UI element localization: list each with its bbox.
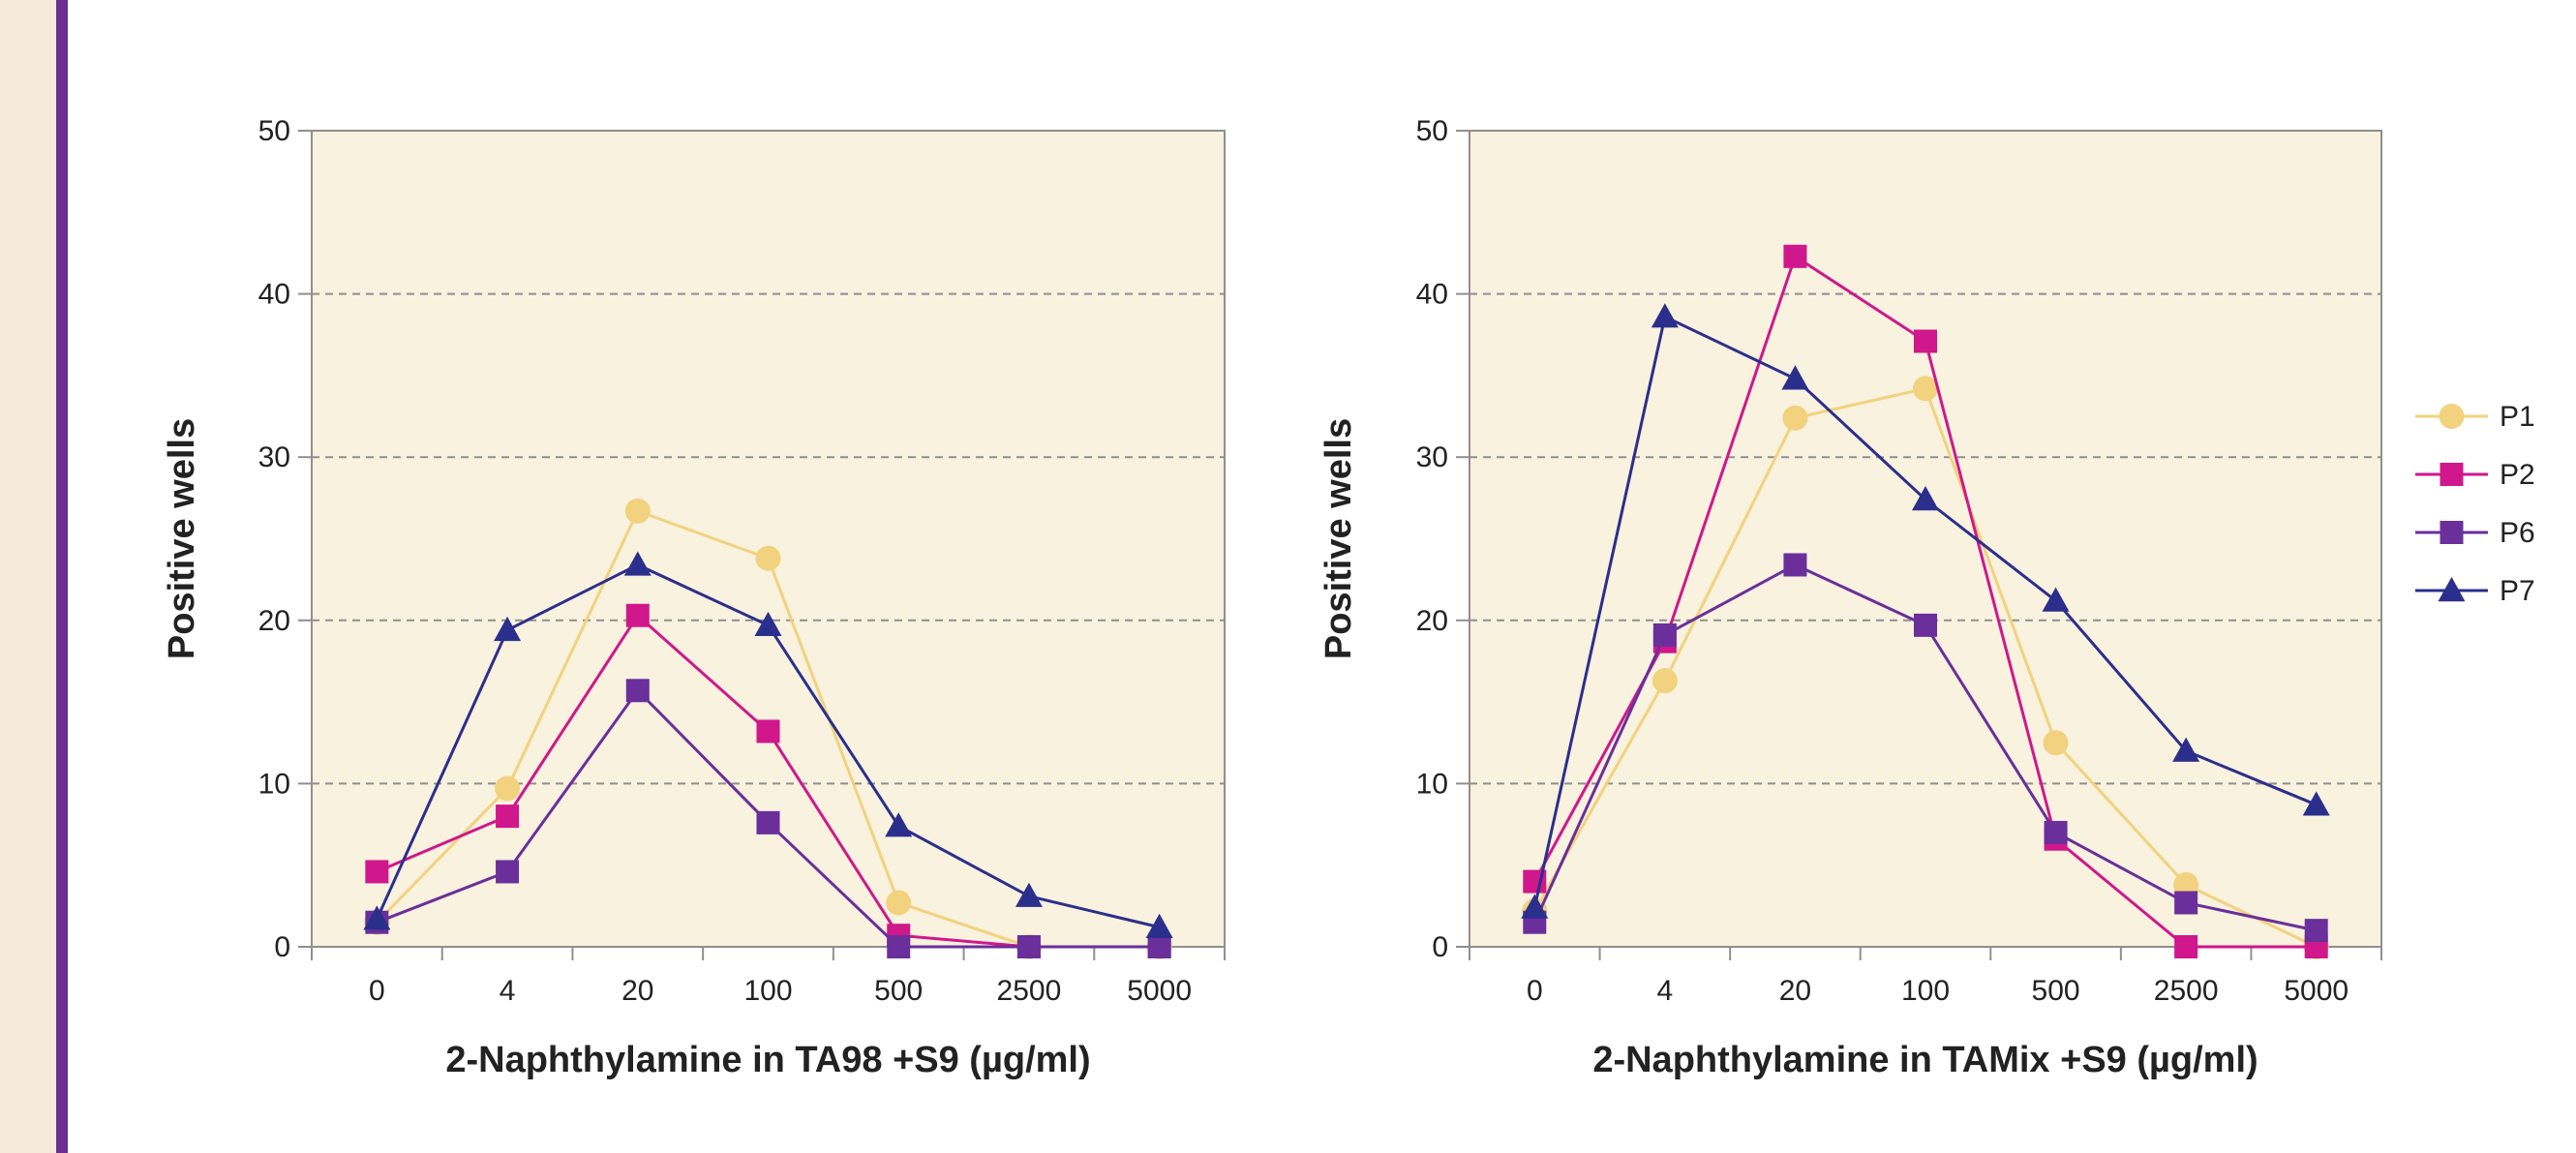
- x-tick-label: 5000: [1127, 975, 1192, 1007]
- data-point-p7: [1145, 913, 1173, 938]
- data-point-p7: [754, 611, 782, 637]
- data-point-p1: [624, 498, 651, 524]
- x-tick-label: 100: [743, 975, 792, 1007]
- data-point-p6: [756, 810, 780, 834]
- plot-area: [312, 131, 1225, 947]
- sidebar-panel: [0, 0, 56, 1153]
- legend-label: P7: [2500, 575, 2535, 607]
- data-point-p7: [494, 616, 522, 642]
- plot-frame: [311, 130, 1226, 948]
- data-point-p7: [1651, 303, 1679, 328]
- x-tick-label: 100: [1901, 975, 1950, 1007]
- data-point-p7: [885, 812, 913, 837]
- data-point-p2: [2174, 935, 2198, 958]
- data-point-p2: [365, 860, 389, 884]
- y-tick-label: 10: [1416, 768, 1448, 800]
- data-point-p6: [2174, 891, 2198, 915]
- x-axis-title: 2-Naphthylamine in TA98 +S9 (µg/ml): [445, 1040, 1090, 1080]
- y-axis-title: Positive wells: [1318, 418, 1359, 659]
- data-point-p2: [625, 603, 650, 627]
- data-point-p6: [496, 860, 520, 884]
- x-axis-title: 2-Naphthylamine in TAMix +S9 (µg/ml): [1592, 1040, 2258, 1080]
- data-point-p7: [363, 905, 391, 930]
- data-point-p1: [1913, 376, 1938, 402]
- data-point-p1: [886, 890, 912, 916]
- data-point-p1: [2173, 871, 2199, 897]
- series-p7: [1521, 303, 2330, 919]
- legend-label: P2: [2500, 459, 2535, 491]
- data-point-p1: [1652, 668, 1678, 694]
- data-point-p6: [2044, 820, 2068, 844]
- series-p7: [363, 551, 1173, 938]
- legend-item-p6: P6: [2415, 517, 2535, 549]
- series-p6: [365, 679, 1171, 958]
- data-point-p7: [2302, 791, 2330, 816]
- data-point-p1: [2043, 730, 2069, 756]
- data-point-p1: [495, 775, 521, 802]
- x-tick-label: 4: [500, 975, 516, 1007]
- y-tick-label: 0: [274, 931, 290, 963]
- data-point-p2: [756, 719, 780, 743]
- y-tick-label: 30: [258, 441, 290, 473]
- y-tick-label: 10: [258, 768, 290, 800]
- data-point-p6: [625, 679, 650, 703]
- data-point-p2: [1783, 244, 1807, 268]
- data-point-p7: [2042, 587, 2070, 612]
- x-tick-label: 500: [2032, 975, 2080, 1007]
- data-point-p1: [1782, 405, 1808, 431]
- y-tick-label: 20: [258, 605, 290, 637]
- legend-marker: [2440, 521, 2464, 544]
- legend-label: P1: [2500, 401, 2535, 433]
- y-tick-label: 20: [1416, 605, 1448, 637]
- legend: P1 P2 P6 P7: [2415, 401, 2535, 607]
- y-tick-label: 50: [1416, 115, 1448, 147]
- x-tick-label: 20: [621, 975, 653, 1007]
- data-point-p6: [887, 935, 911, 958]
- data-point-p7: [1781, 365, 1809, 390]
- y-tick-label: 40: [258, 279, 290, 311]
- data-point-p7: [2172, 737, 2200, 762]
- sidebar-accent-bar: [56, 0, 68, 1153]
- legend-marker: [2438, 577, 2466, 602]
- x-tick-label: 500: [874, 975, 923, 1007]
- legend-marker: [2440, 463, 2464, 486]
- plot-frame: [1469, 130, 2382, 948]
- y-tick-label: 40: [1416, 279, 1448, 311]
- x-tick-label: 5000: [2284, 975, 2349, 1007]
- legend-item-p2: P2: [2415, 459, 2535, 491]
- x-tick-label: 2500: [2154, 975, 2219, 1007]
- data-point-p7: [623, 551, 652, 576]
- x-tick-label: 0: [369, 975, 385, 1007]
- x-tick-label: 0: [1527, 975, 1543, 1007]
- data-point-p7: [1015, 882, 1043, 907]
- data-point-p7: [1521, 894, 1549, 919]
- y-tick-label: 30: [1416, 441, 1448, 473]
- legend-label: P6: [2500, 517, 2535, 549]
- data-point-p2: [1914, 329, 1937, 353]
- legend-marker: [2439, 404, 2465, 429]
- data-point-p1: [755, 545, 781, 571]
- x-tick-label: 20: [1779, 975, 1811, 1007]
- x-tick-label: 4: [1657, 975, 1674, 1007]
- legend-item-p1: P1: [2415, 401, 2535, 433]
- data-point-p6: [1016, 935, 1041, 958]
- y-tick-label: 50: [258, 115, 290, 147]
- y-axis-title: Positive wells: [162, 418, 202, 659]
- data-point-p6: [2304, 919, 2328, 943]
- plot-area: [1470, 131, 2381, 947]
- x-tick-label: 2500: [997, 975, 1062, 1007]
- data-point-p2: [496, 804, 520, 829]
- data-point-p6: [1147, 935, 1171, 958]
- data-point-p7: [1912, 486, 1939, 511]
- data-point-p6: [1783, 553, 1807, 577]
- legend-item-p7: P7: [2415, 575, 2535, 607]
- data-point-p6: [1914, 613, 1937, 637]
- series-p6: [1523, 553, 2328, 943]
- data-point-p6: [1652, 622, 1677, 647]
- y-tick-label: 0: [1432, 931, 1448, 963]
